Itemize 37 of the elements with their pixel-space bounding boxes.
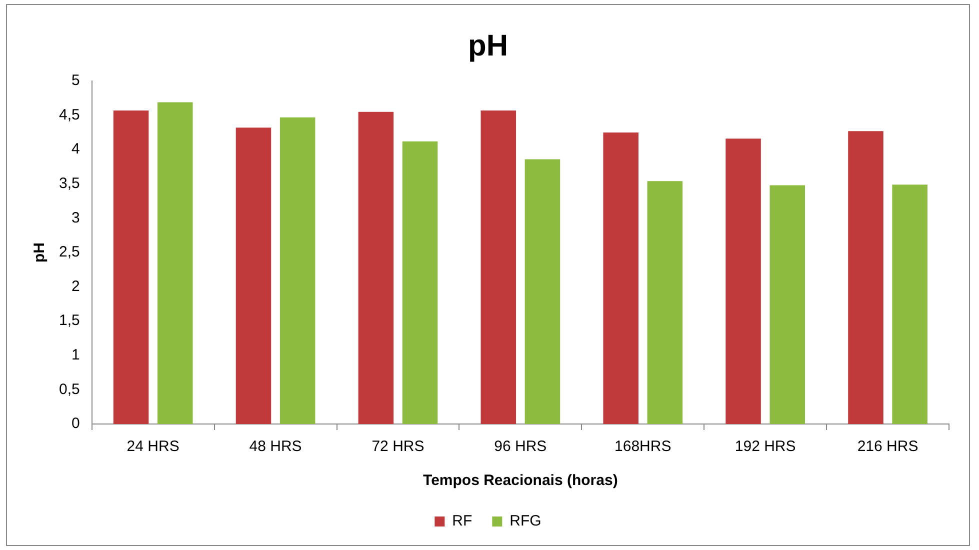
y-tick-label: 2,5 (58, 244, 80, 261)
x-tick-label: 168HRS (614, 438, 672, 456)
bar (770, 185, 805, 424)
y-tick-label: 0 (72, 415, 80, 432)
x-tick-label: 72 HRS (372, 438, 424, 456)
bar (157, 102, 193, 424)
x-axis-title: Tempos Reacionais (horas) (423, 472, 618, 490)
y-tick-label: 3 (72, 209, 80, 226)
y-tick-label: 4,5 (58, 106, 80, 124)
y-tick-label: 4 (72, 140, 80, 158)
bar (358, 112, 394, 424)
bar (892, 184, 928, 424)
y-tick-label: 5 (72, 72, 80, 90)
x-tick-label: 24 HRS (126, 438, 180, 456)
bar (647, 181, 683, 424)
bar (726, 138, 761, 424)
y-tick-label: 0,5 (58, 380, 80, 398)
y-axis-title: pH (31, 242, 48, 262)
y-tick-label: 3,5 (58, 175, 80, 192)
bar (280, 117, 316, 424)
legend-label: RF (452, 512, 472, 530)
x-tick-label: 96 HRS (494, 438, 547, 456)
bar (603, 132, 638, 424)
y-tick-label: 1 (72, 346, 80, 364)
bar (402, 141, 438, 424)
bar (480, 110, 516, 424)
x-tick-label: 192 HRS (734, 438, 796, 456)
x-tick-label: 216 HRS (857, 438, 918, 456)
y-tick-label: 1,5 (58, 312, 80, 330)
x-tick-label: 48 HRS (249, 438, 302, 456)
y-tick-label: 2 (72, 278, 80, 295)
bar (113, 110, 149, 424)
chart-title: pH (468, 29, 508, 62)
legend-label: RFG (510, 512, 542, 530)
bar (236, 128, 272, 424)
bar (848, 131, 884, 424)
bar (524, 159, 560, 424)
